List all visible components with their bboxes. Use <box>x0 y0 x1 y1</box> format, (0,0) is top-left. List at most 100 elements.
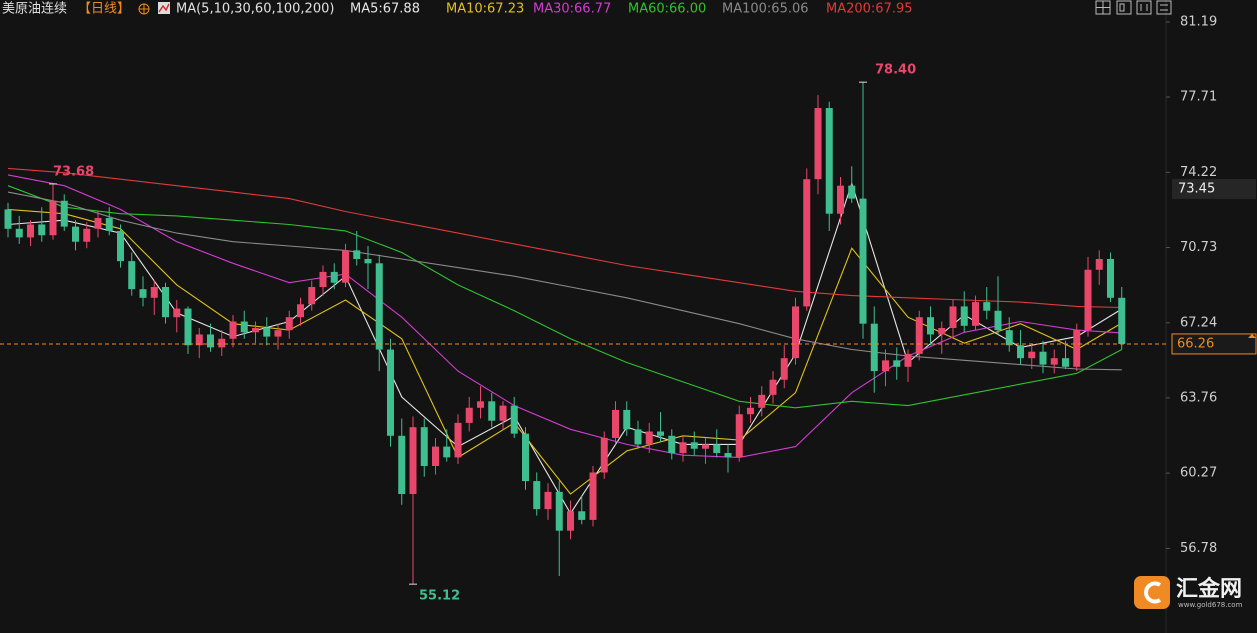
candle-body <box>1028 351 1036 359</box>
candle-body <box>218 338 226 348</box>
candle-body <box>229 321 237 339</box>
candle-body <box>893 360 901 367</box>
candle-body <box>443 446 451 458</box>
candle-body <box>747 407 754 415</box>
reference-price-label: 73.45 <box>1178 181 1215 196</box>
ma-line <box>7 167 1122 309</box>
candle-body <box>578 511 586 520</box>
candle-body <box>780 358 788 380</box>
instrument-title: 美原油连续 <box>2 1 67 17</box>
candle-body <box>1039 351 1047 365</box>
candle-body <box>533 481 541 510</box>
ma-line <box>7 208 1123 495</box>
candle-body <box>1062 358 1069 367</box>
candle-body <box>420 427 428 466</box>
candle-body <box>848 185 856 199</box>
legend-entry: MA200:67.95 <box>826 2 913 17</box>
candle-body <box>319 271 327 288</box>
reference-price-box <box>1172 178 1256 199</box>
candle-body <box>825 108 833 214</box>
candle-body <box>128 261 136 290</box>
candle-body <box>960 306 968 326</box>
candle-body <box>252 327 259 333</box>
candle-body <box>342 250 349 283</box>
y-tick-label: 70.73 <box>1180 240 1217 255</box>
candle-body <box>690 442 698 449</box>
toolbar-button[interactable] <box>1116 0 1132 15</box>
toolbar-button[interactable] <box>1095 0 1111 15</box>
period-label[interactable]: 【日线】 <box>78 2 130 17</box>
candle-body <box>769 379 777 395</box>
candle-body <box>465 407 473 423</box>
candle-body <box>859 198 867 324</box>
candle-body <box>645 431 653 445</box>
indicator-label: MA(5,10,30,60,100,200) <box>176 2 334 17</box>
legend-entry: MA5:67.88 <box>350 2 420 17</box>
candle-body <box>837 185 844 214</box>
annotation-label: 73.68 <box>53 164 94 179</box>
candle-body <box>814 108 822 180</box>
candle-body <box>105 218 113 231</box>
logo-url: www.gold678.com <box>1178 601 1243 609</box>
candle-body <box>297 304 304 318</box>
candle-body <box>679 442 687 454</box>
current-price-label: 66.26 <box>1177 336 1214 351</box>
candle-body <box>38 224 46 236</box>
candle-body <box>634 429 642 445</box>
candle-body <box>353 250 361 259</box>
candle-body <box>882 360 889 372</box>
candle-body <box>330 271 338 283</box>
candle-body <box>263 327 271 337</box>
candle-body <box>657 431 664 436</box>
candle-body <box>4 209 12 229</box>
candle-body <box>927 317 934 335</box>
candle-body <box>387 349 394 436</box>
candle-body <box>83 228 91 242</box>
add-icon[interactable] <box>138 3 150 15</box>
candle-body <box>1005 330 1013 346</box>
candle-body <box>589 472 597 520</box>
legend-entry: MA30:66.77 <box>533 2 611 17</box>
candle-body <box>285 317 293 331</box>
candle-body <box>600 437 608 473</box>
candle-body <box>375 263 383 350</box>
candle-body <box>567 511 574 531</box>
candle-body <box>432 446 439 466</box>
legend-entry: MA60:66.00 <box>628 2 706 17</box>
candle-body <box>994 310 1002 331</box>
candle-body <box>139 289 147 298</box>
logo-badge <box>1134 576 1170 609</box>
candle-body <box>173 308 181 318</box>
candle-body <box>792 306 799 359</box>
candle-body <box>870 323 878 372</box>
indicator-icon[interactable] <box>158 2 170 14</box>
toolbar-button[interactable] <box>1136 0 1152 15</box>
candle-body <box>274 330 282 337</box>
candle-body <box>510 405 518 434</box>
y-tick-label: 67.24 <box>1180 315 1217 330</box>
candle-body <box>184 308 192 346</box>
candle-body <box>409 427 417 495</box>
candle-body <box>27 224 34 238</box>
candle-body <box>1050 358 1058 365</box>
current-price-box <box>1171 333 1257 355</box>
candle-body <box>612 409 619 438</box>
ma-line <box>7 191 1122 371</box>
candle-body <box>938 327 946 335</box>
candle-body <box>499 405 507 421</box>
candle-body <box>207 334 214 348</box>
logo-title: 汇金网 <box>1176 576 1242 602</box>
candle-body <box>544 491 552 510</box>
candle-body <box>1107 258 1114 298</box>
candle-body <box>724 453 732 458</box>
y-tick-label: 81.19 <box>1180 14 1217 29</box>
ma-line <box>7 174 1122 458</box>
legend-entry: MA10:67.23 <box>446 2 524 17</box>
ma-line <box>7 185 1123 409</box>
candle-body <box>117 230 124 262</box>
candle-body <box>1118 297 1126 344</box>
candle-body <box>713 444 721 454</box>
toolbar-button[interactable] <box>1156 0 1172 15</box>
candle-body <box>60 200 68 227</box>
candle-body <box>49 200 57 236</box>
